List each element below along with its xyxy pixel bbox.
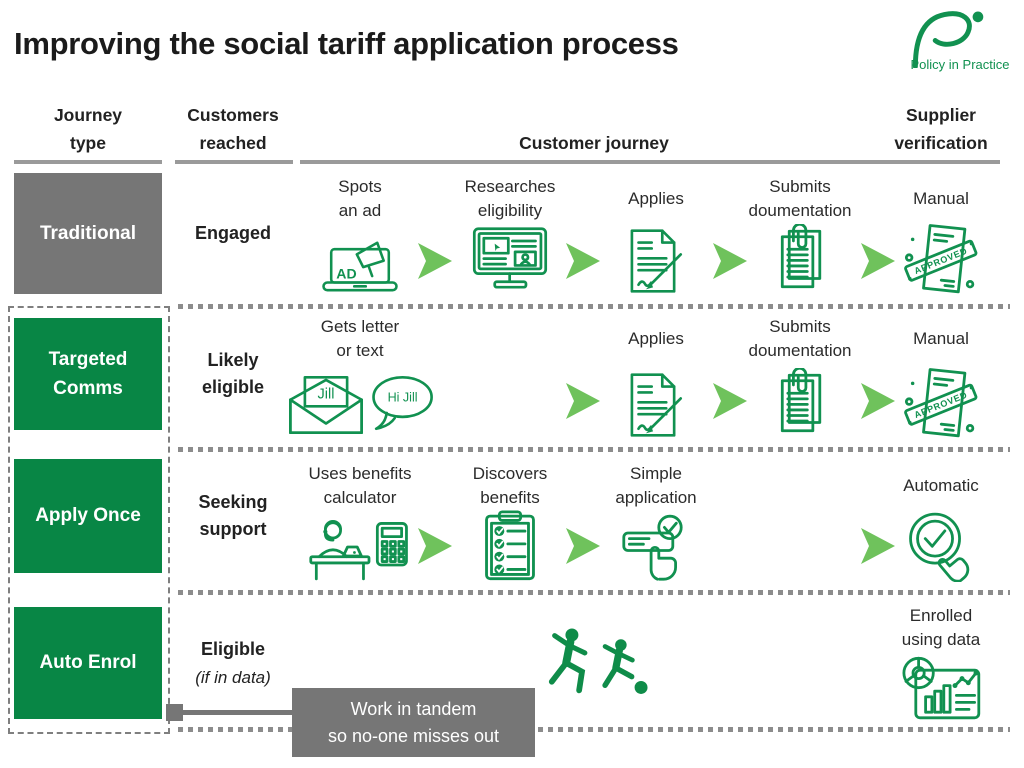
- benefits-checklist-icon: [425, 510, 595, 582]
- verification-label: Enrolled using data: [901, 606, 981, 649]
- documents-paperclip-icon: [715, 368, 885, 438]
- auto-approved-icon: [856, 511, 1024, 582]
- approved-stamp-icon: APPROVED: [856, 224, 1024, 294]
- customers-reached-engaged: Engaged: [194, 223, 271, 243]
- header-rule: [14, 160, 162, 164]
- flow-arrow-icon: [860, 242, 896, 280]
- step-label: Applies: [628, 188, 684, 208]
- step-label: Applies: [628, 329, 684, 349]
- dotted-separator: [178, 590, 1010, 595]
- step-label: Spots an ad: [338, 176, 382, 220]
- header-supplier-verification: Supplier verification: [894, 105, 988, 153]
- approved-stamp-icon: APPROVED: [856, 368, 1024, 438]
- application-form-icon: [571, 369, 741, 438]
- header-journey-type: Journey type: [53, 105, 123, 153]
- svg-text:AD: AD: [336, 266, 356, 282]
- flow-arrow-icon: [565, 382, 601, 420]
- benefits-calculator-icon: [275, 511, 445, 582]
- journey-type-traditional: Traditional: [14, 173, 162, 294]
- dotted-separator: [178, 727, 1010, 732]
- documents-paperclip-icon: [715, 224, 885, 294]
- flow-arrow-icon: [565, 242, 601, 280]
- verification-label: Manual: [913, 329, 969, 349]
- journey-type-apply-once: Apply Once: [14, 459, 162, 573]
- journey-type-auto-enrol: Auto Enrol: [14, 607, 162, 719]
- application-form-icon: [571, 227, 741, 294]
- letter-and-text-icon: Jill Hi Jill: [275, 369, 445, 438]
- step-label: Researches eligibility: [464, 176, 556, 220]
- step-label: Gets letter or text: [320, 317, 400, 360]
- journey-type-targeted-comms: Targeted Comms: [14, 318, 162, 430]
- dotted-separator: [178, 447, 1010, 452]
- footballers-icon: [546, 626, 654, 700]
- connector-line: [183, 710, 292, 715]
- page-title: Improving the social tariff application …: [14, 26, 679, 61]
- header-rule: [175, 160, 293, 164]
- verification-label: Manual: [913, 188, 969, 208]
- dotted-separator: [178, 304, 1010, 309]
- tandem-group-border: [8, 306, 170, 734]
- step-label: Discovers benefits: [472, 464, 548, 507]
- flow-arrow-icon: [417, 242, 453, 280]
- step-label: Simple application: [615, 464, 697, 507]
- policy-in-practice-logo-icon: [906, 10, 998, 68]
- ad-laptop-icon: AD: [275, 227, 445, 294]
- header-customers-reached: Customers reached: [187, 105, 279, 153]
- flow-arrow-icon: [860, 382, 896, 420]
- step-label: Submits doumentation: [748, 176, 852, 220]
- step-label: Submits doumentation: [748, 317, 852, 360]
- eligible-label: Eligible: [200, 638, 265, 659]
- step-label: Uses benefits calculator: [308, 464, 412, 507]
- connector-node: [166, 704, 183, 721]
- flow-arrow-icon: [860, 527, 896, 565]
- data-dashboard-icon: [856, 653, 1024, 722]
- flow-arrow-icon: [712, 382, 748, 420]
- customers-reached-eligible: Eligible (if in data): [166, 607, 300, 719]
- svg-text:Jill: Jill: [318, 386, 335, 402]
- header-rule: [300, 160, 888, 164]
- flow-arrow-icon: [417, 527, 453, 565]
- customers-reached-likely-eligible: Likely eligible: [201, 350, 264, 397]
- verification-label: Automatic: [903, 476, 979, 496]
- svg-text:Hi Jill: Hi Jill: [388, 391, 418, 405]
- flow-arrow-icon: [565, 527, 601, 565]
- flow-arrow-icon: [712, 242, 748, 280]
- research-monitor-icon: [425, 227, 595, 294]
- header-rule: [884, 160, 1000, 164]
- tandem-callout: Work in tandem so no-one misses out: [292, 688, 535, 757]
- simple-application-icon: [571, 511, 741, 582]
- eligible-note: (if in data): [195, 667, 271, 687]
- header-customer-journey: Customer journey: [519, 133, 669, 153]
- logo-wordmark: Policy in Practice: [910, 57, 1010, 72]
- customers-reached-seeking-support: Seeking support: [198, 492, 268, 539]
